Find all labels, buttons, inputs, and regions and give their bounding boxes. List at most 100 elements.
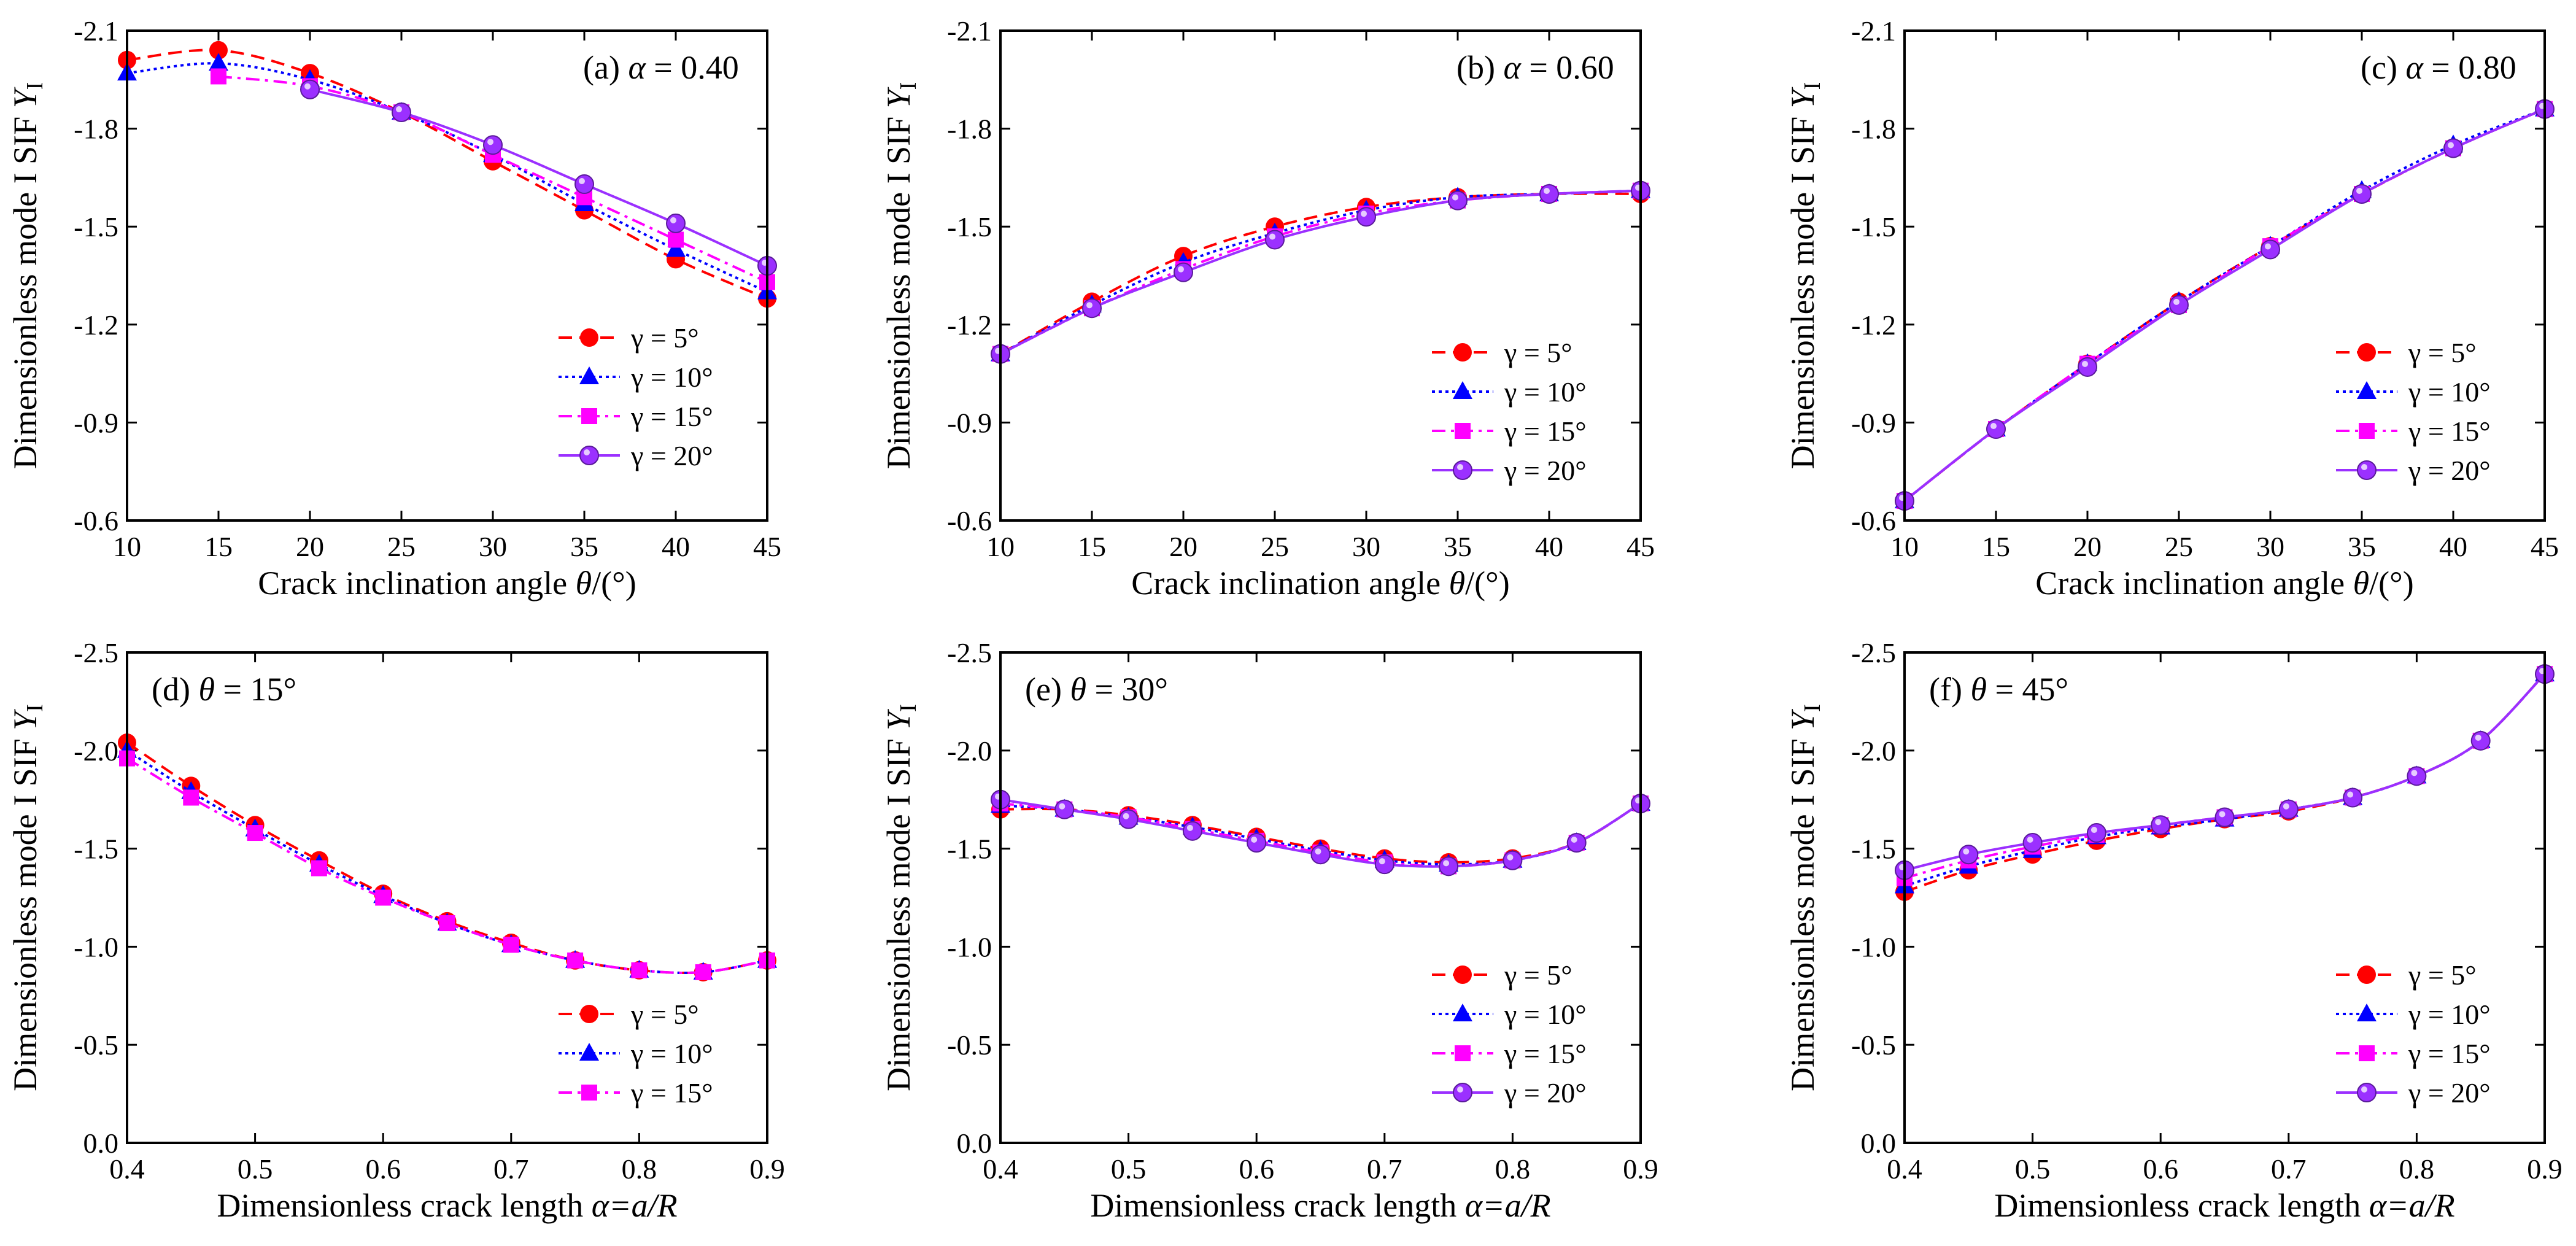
panel-label-value: = 45° [1995,671,2068,708]
x-axis-title-var: α=a/R [2369,1187,2455,1224]
data-point [211,68,226,85]
data-point-highlight [304,83,311,90]
data-point [311,860,327,876]
data-point-highlight [1251,837,1258,843]
series-15 [211,68,775,290]
legend-marker [1453,381,1472,399]
y-tick-label: -0.6 [74,505,118,536]
x-tick-label: 0.8 [2399,1153,2435,1185]
series-5 [118,733,776,981]
plot-frame [999,29,1642,522]
data-point [247,825,263,842]
panel-label-value: = 15° [223,671,297,708]
data-point-highlight [1544,188,1550,194]
y-axis-title-text: Dimensionless mode I SIF [1784,108,1821,469]
legend-marker-highlight [2361,1086,2367,1093]
y-tick-label: -1.8 [74,114,118,145]
y-tick-label: -1.0 [1851,931,1896,962]
x-axis-title-text: Crack inclination angle [258,565,575,602]
legend-marker [2357,381,2377,399]
data-point-highlight [1315,848,1321,855]
panel-label-prefix: (d) [152,671,190,708]
data-point-highlight [1361,211,1367,217]
legend: γ = 5° γ = 10° γ = 15° γ = 20° [2336,959,2491,1109]
series-line [126,757,768,975]
data-point-highlight [1123,813,1129,819]
x-tick-label: 0.6 [2143,1153,2178,1185]
legend-label: γ = 20° [1504,1077,1587,1109]
legend-label: γ = 5° [630,999,699,1030]
panel-label-var: α [628,49,646,86]
data-point-highlight [1086,302,1093,309]
legend-label: γ = 20° [630,440,713,471]
x-tick-label: 0.7 [1367,1153,1402,1185]
panel-label-prefix: (c) [2361,49,2397,86]
data-point [1174,262,1193,282]
y-axis-title-sub: I [22,82,48,90]
x-tick-label: 0.9 [1623,1153,1658,1185]
data-point [1448,190,1468,211]
data-point-highlight [2283,803,2289,810]
legend-label: γ = 15° [2408,1038,2491,1069]
legend-marker-highlight [1457,464,1463,470]
legend-marker [1453,343,1472,362]
series-line [126,62,768,293]
series-line [1904,673,2546,888]
y-axis-title-sub: I [1800,82,1825,90]
y-tick-label: -1.2 [1851,309,1896,341]
panel-label-var: θ [1970,671,1987,708]
data-point [631,962,648,978]
data-point [2470,730,2491,751]
data-point [483,135,503,155]
legend-label: γ = 20° [2408,1077,2491,1109]
y-axis-title-var: Y [7,709,44,730]
x-tick-label: 10 [1890,531,1919,562]
y-tick-label: -0.6 [1851,505,1896,536]
data-point [1356,207,1376,227]
series-line [218,75,768,284]
data-point-highlight [1443,860,1450,867]
y-tick-label: -1.8 [947,114,992,145]
legend: γ = 5° γ = 10° γ = 15° γ = 20° [1432,337,1587,486]
x-tick-label: 40 [1535,531,1563,562]
plot-frame [126,651,768,1144]
y-tick-label: -2.5 [947,637,992,668]
legend-label: γ = 15° [2408,416,2491,447]
y-axis-title-sub: I [22,704,48,712]
legend-marker-highlight [2361,464,2367,470]
x-tick-label: 40 [2439,531,2467,562]
y-axis-title: Dimensionless mode I SIF YI [1784,82,1825,470]
chart-panel: 0.4 0.5 0.6 0.7 0.8 0.9 0.0 -0.5 -1.0 -1.5 -2.0 -2.… [7,637,785,1224]
legend-marker [581,1085,597,1101]
data-point-highlight [1571,837,1577,843]
legend-label: γ = 10° [2408,376,2491,408]
legend-marker [2357,460,2377,480]
y-tick-label: -1.0 [74,931,118,962]
data-point-highlight [2027,837,2033,843]
data-point [567,952,584,969]
x-tick-label: 25 [387,531,416,562]
x-tick-label: 45 [753,531,781,562]
data-point [1439,856,1459,876]
data-point [209,41,228,60]
legend-marker [581,408,597,424]
legend: γ = 5° γ = 10° γ = 15° γ = 20° [2336,337,2491,486]
y-axis-title-var: Y [1784,709,1821,730]
series-line [1903,107,2545,502]
legend-label: γ = 20° [1504,455,1587,486]
x-tick-label: 0.6 [365,1153,401,1185]
x-tick-label: 20 [1169,531,1197,562]
panel-label-value: = 0.60 [1529,49,1614,86]
x-tick-label: 15 [1982,531,2010,562]
data-point [1566,833,1587,853]
panel-label-value: = 0.40 [654,49,738,86]
x-tick-label: 35 [570,531,598,562]
data-point-highlight [1452,194,1458,201]
legend-label: γ = 10° [1504,376,1587,408]
y-tick-label: -2.0 [947,735,992,767]
legend: γ = 5° γ = 10° γ = 15° γ = 20° [1432,959,1587,1109]
data-point [392,103,411,122]
panel-label: (d) θ = 15° [152,671,296,708]
y-axis-title-var: Y [880,709,917,730]
panel-label: (f) θ = 45° [1929,671,2068,708]
